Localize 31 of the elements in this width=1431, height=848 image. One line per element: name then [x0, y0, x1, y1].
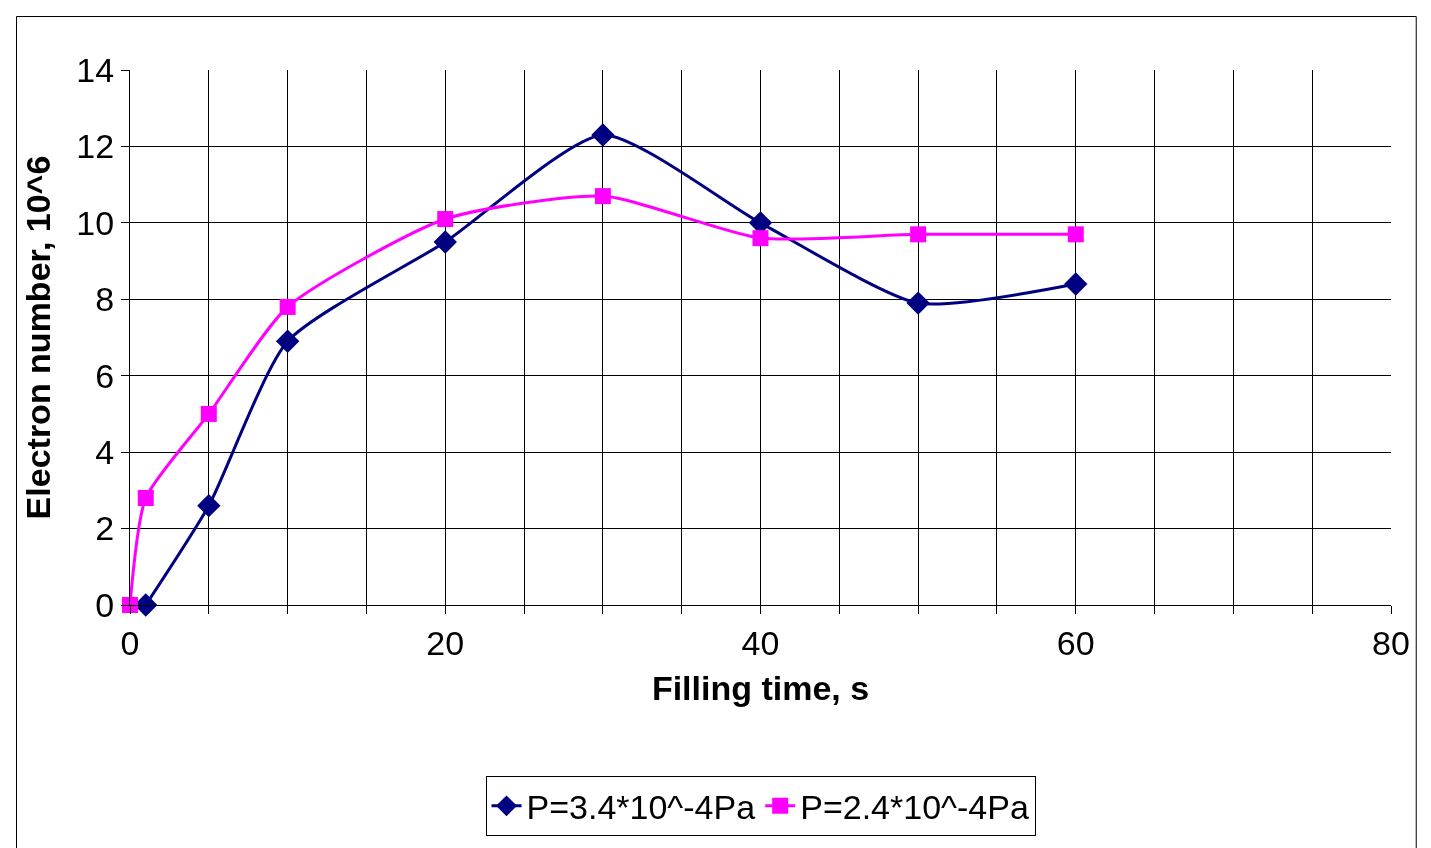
x-tick-label: 80: [1372, 623, 1410, 662]
x-tick-label: 40: [741, 623, 780, 662]
y-tick-label: 8: [95, 280, 115, 319]
legend-label: P=2.4*10^-4Pa: [800, 788, 1029, 827]
point: [1067, 226, 1084, 243]
y-tick-label: 14: [76, 50, 115, 89]
point: [433, 230, 457, 254]
legend-label: P=3.4*10^-4Pa: [526, 788, 756, 827]
point: [437, 211, 454, 228]
y-tick-label: 6: [95, 356, 115, 395]
point: [200, 405, 217, 422]
x-tick-label: 60: [1056, 623, 1095, 662]
point: [1064, 272, 1088, 296]
x-tick-label: 20: [426, 623, 465, 662]
point: [591, 123, 615, 147]
point: [752, 230, 769, 247]
point: [279, 298, 296, 315]
y-axis-title: Electron number, 10^6: [18, 155, 57, 520]
point: [594, 188, 611, 205]
y-tick-label: 12: [76, 127, 115, 166]
x-tick-label: 0: [120, 623, 140, 662]
y-tick-label: 2: [95, 509, 115, 548]
x-axis-title: Filling time, s: [651, 669, 870, 708]
y-tick-label: 4: [95, 433, 115, 472]
point: [197, 493, 221, 518]
point: [275, 329, 300, 354]
point: [137, 490, 154, 506]
y-tick-label: 0: [95, 585, 115, 624]
point: [910, 226, 927, 243]
y-tick-label: 10: [76, 203, 115, 242]
point: [906, 291, 930, 315]
